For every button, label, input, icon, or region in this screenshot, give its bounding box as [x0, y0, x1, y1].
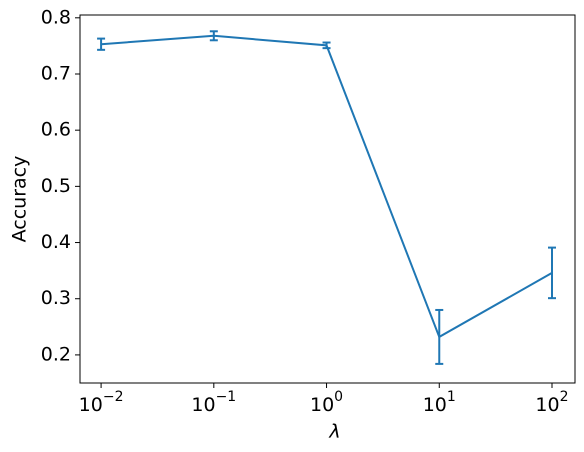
x-tick-label: 100 [310, 389, 343, 416]
x-tick-label: 102 [535, 389, 568, 416]
error-bar [547, 246, 556, 300]
data-line [101, 34, 553, 339]
error-bar [209, 30, 218, 42]
y-axis-label: Accuracy [9, 156, 31, 243]
y-tick-label: 0.2 [41, 343, 71, 365]
x-tick-label: 101 [423, 389, 456, 416]
y-tick-label: 0.6 [41, 119, 71, 141]
y-tick-label: 0.3 [41, 287, 71, 309]
error-bar [435, 308, 444, 365]
error-bar [97, 37, 106, 51]
error-bar [322, 41, 331, 50]
y-tick-label: 0.4 [41, 231, 71, 253]
plot-frame [79, 14, 576, 384]
y-tick-label: 0.5 [41, 175, 71, 197]
y-tick-label: 0.8 [41, 6, 71, 28]
x-axis-label: λ [328, 421, 340, 443]
x-tick-label: 10−2 [79, 389, 124, 416]
x-tick-label: 10−1 [191, 389, 236, 416]
y-tick-label: 0.7 [41, 62, 71, 84]
